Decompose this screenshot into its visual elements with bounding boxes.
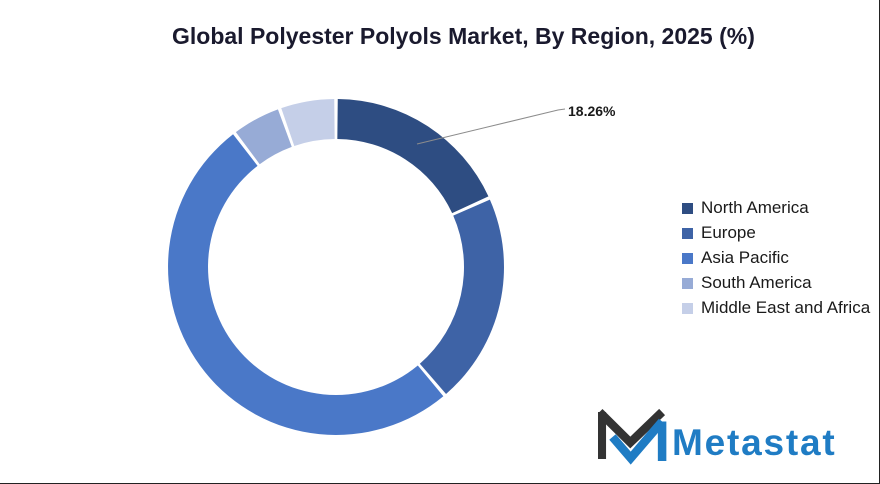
svg-text:Metastat: Metastat xyxy=(672,422,837,463)
